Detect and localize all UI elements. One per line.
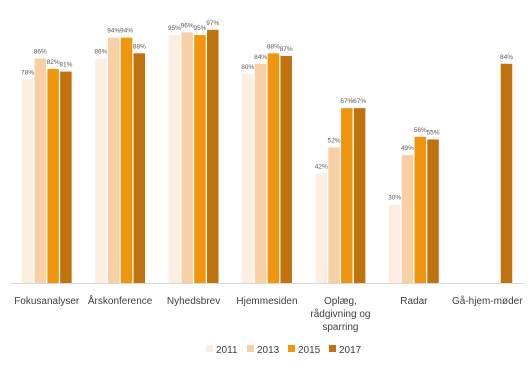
- data-label-2017-cat-5: 55%: [427, 129, 440, 136]
- legend-label-2015: 2015: [298, 345, 321, 356]
- bar-2017-cat-4: [353, 108, 366, 283]
- data-label-2011-cat-3: 80%: [241, 64, 254, 71]
- category-label-3: Hjemmesiden: [236, 296, 297, 307]
- bar-2013-cat-5: [401, 155, 414, 283]
- bar-2017-cat-2: [207, 29, 219, 283]
- bar-2017-cat-1: [133, 53, 146, 283]
- bar-2015-cat-4: [341, 108, 353, 283]
- data-label-2017-cat-3: 87%: [280, 46, 293, 53]
- category-labels-group: Fokusanalyser Årskonference Nyhedsbrev Hjem…: [14, 294, 523, 333]
- data-label-2011-cat-5: 30%: [388, 195, 401, 202]
- category-label-line: Gå-hjem-møder: [452, 295, 523, 307]
- category-label-line: sparring: [322, 322, 358, 333]
- data-label-2015-cat-4: 67%: [340, 98, 353, 105]
- data-label-2017-cat-0: 81%: [59, 62, 72, 69]
- category-label-6: Gå-hjem-møder: [452, 295, 523, 307]
- data-label-2013-cat-0: 86%: [34, 49, 47, 56]
- bar-2011-cat-1: [95, 58, 107, 283]
- legend-swatch-2017: [329, 345, 336, 352]
- category-label-line: Radar: [400, 296, 428, 307]
- category-label-line: Oplæg,: [324, 296, 357, 307]
- bar-2011-cat-5: [388, 204, 401, 283]
- bar-labels-group: 78%86%82% 81%86%94% 94%88%95% 96% 95%97%80%8…: [21, 20, 513, 202]
- bar-2015-cat-5: [414, 136, 427, 283]
- category-label-line: Årskonference: [88, 294, 153, 307]
- category-label-4: Oplæg, rådgivning og sparring: [310, 296, 370, 333]
- legend: 2011 2013 2015 2017: [206, 345, 362, 356]
- bar-2011-cat-4: [315, 173, 327, 283]
- bar-2011-cat-3: [242, 74, 254, 283]
- category-label-line: rådgivning og: [310, 308, 370, 320]
- data-label-2015-cat-1: 94%: [120, 28, 133, 35]
- bar-2013-cat-1: [107, 37, 120, 283]
- legend-swatch-2015: [288, 345, 295, 352]
- bar-2013-cat-0: [34, 58, 47, 283]
- data-label-2015-cat-3: 88%: [267, 43, 280, 50]
- legend-label-2013: 2013: [257, 345, 280, 356]
- category-label-5: Radar: [400, 296, 428, 307]
- bar-2017-cat-5: [427, 139, 439, 283]
- data-label-2011-cat-4: 42%: [315, 163, 328, 170]
- legend-swatch-2013: [247, 345, 254, 352]
- data-label-2017-cat-1: 88%: [133, 43, 146, 50]
- data-label-2015-cat-2: 95%: [193, 25, 206, 32]
- legend-swatch-2011: [206, 345, 213, 352]
- data-label-2017-cat-2: 97%: [206, 20, 219, 27]
- data-label-2011-cat-0: 78%: [21, 69, 34, 76]
- category-label-0: Fokusanalyser: [14, 296, 80, 307]
- bar-2017-cat-6: [500, 63, 513, 284]
- data-label-2013-cat-3: 84%: [254, 54, 267, 61]
- category-label-1: Årskonference: [88, 294, 153, 307]
- data-label-2011-cat-2: 95%: [168, 25, 181, 32]
- data-label-2013-cat-1: 94%: [107, 28, 120, 35]
- bar-2011-cat-2: [168, 35, 181, 283]
- data-label-2013-cat-4: 52%: [328, 137, 341, 144]
- bar-2013-cat-2: [181, 32, 193, 283]
- bar-2013-cat-3: [254, 63, 267, 284]
- bar-2017-cat-0: [60, 71, 72, 283]
- category-label-2: Nyhedsbrev: [167, 296, 220, 307]
- data-label-2015-cat-0: 82%: [47, 59, 60, 66]
- data-label-2013-cat-5: 49%: [401, 145, 414, 152]
- bar-2013-cat-4: [328, 147, 340, 283]
- bars-group: [21, 29, 513, 284]
- bar-2015-cat-2: [194, 35, 206, 283]
- data-label-2017-cat-4: 67%: [353, 98, 366, 105]
- data-label-2015-cat-5: 56%: [414, 127, 427, 134]
- data-label-2017-cat-6: 84%: [500, 54, 513, 61]
- bar-2015-cat-1: [120, 37, 133, 283]
- bar-2017-cat-3: [280, 55, 292, 284]
- bar-2011-cat-0: [21, 79, 34, 283]
- bar-2015-cat-0: [47, 68, 59, 283]
- legend-label-2017: 2017: [339, 345, 362, 356]
- data-label-2011-cat-1: 86%: [94, 49, 107, 56]
- data-label-2013-cat-2: 96%: [181, 22, 194, 29]
- bar-2015-cat-3: [267, 53, 280, 283]
- category-label-line: Fokusanalyser: [14, 296, 80, 307]
- category-label-line: Nyhedsbrev: [167, 296, 220, 307]
- category-label-line: Hjemmesiden: [236, 296, 297, 307]
- legend-label-2011: 2011: [216, 345, 238, 356]
